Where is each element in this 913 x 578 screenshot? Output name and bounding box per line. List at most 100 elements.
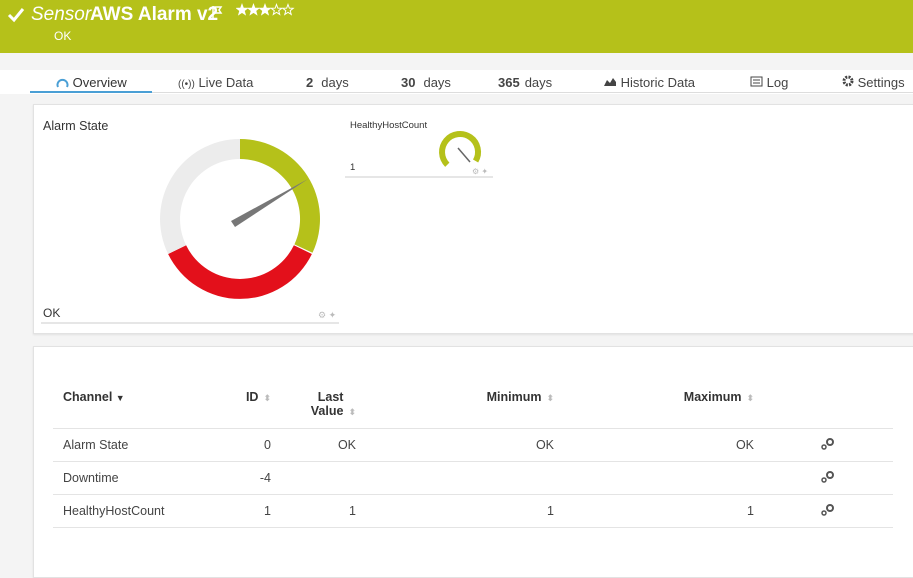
gear: [826, 503, 834, 512]
gauge-needle: [231, 179, 308, 227]
table-row: Downtime -4: [53, 461, 893, 495]
table-row: Alarm State 0 OK OK OK: [53, 428, 893, 462]
gauge-graphics: ⚙ ✦ ⚙ ✦: [41, 130, 493, 324]
gauge-value: OK: [43, 306, 61, 320]
sensor-status: OK: [54, 29, 72, 43]
tab-log[interactable]: Log: [750, 75, 788, 90]
tab-live[interactable]: ((•)) Live Data: [178, 75, 254, 90]
gauge-ok-arc: [240, 139, 320, 253]
cell-text: HealthyHostCount: [63, 504, 165, 518]
table-cell: HealthyHostCount: [53, 494, 210, 528]
gear: [821, 476, 827, 483]
table-cell: OK: [271, 428, 356, 462]
col-header[interactable]: ID ⬍: [210, 385, 271, 429]
table-cell: [554, 461, 754, 495]
table-cell: OK: [554, 428, 754, 462]
row-actions: [754, 461, 893, 495]
priority-stars[interactable]: [236, 3, 296, 17]
channel-settings-icon[interactable]: [821, 437, 835, 450]
table-cell: [271, 461, 356, 495]
cell-text: 0: [264, 438, 271, 452]
gauge-title: HealthyHostCount: [350, 120, 428, 131]
small-gauge-needle: [457, 147, 471, 163]
table-cell: [356, 461, 554, 495]
channel-settings-icon[interactable]: [821, 470, 835, 483]
cell-text: OK: [735, 438, 754, 452]
row-actions: [754, 494, 893, 528]
tab-label: days: [524, 75, 553, 90]
ok-check: [7, 8, 25, 23]
col-title: ID: [245, 390, 259, 404]
tab-number: 30: [401, 75, 416, 90]
table-header: Channel ▼ ID ⬍ Last Value ⬍ Minimum ⬍ Maxim…: [53, 385, 893, 429]
col-header[interactable]: Maximum ⬍: [554, 385, 754, 429]
col-title: Maximum: [683, 390, 742, 404]
table-cell: 1: [271, 494, 356, 528]
col-header[interactable]: Minimum ⬍: [356, 385, 554, 429]
tab-2days[interactable]: 2 days: [306, 75, 349, 90]
table-cell: 0: [210, 428, 271, 462]
tab-label: Live Data: [198, 75, 254, 90]
cell-text: Downtime: [63, 471, 119, 485]
channel-table: Channel ▼ ID ⬍ Last Value ⬍ Minimum ⬍ Maxim…: [53, 385, 893, 528]
gauge-title: Alarm State: [43, 119, 109, 133]
tab-selected-indicator: [30, 91, 152, 93]
small-gauge-arc: [439, 130, 481, 167]
priority-star: [258, 3, 272, 16]
tab-historic[interactable]: Historic Data: [603, 75, 695, 90]
priority-star: [269, 3, 284, 16]
gear: [821, 509, 827, 516]
col-header[interactable]: Last Value ⬍: [271, 385, 356, 429]
gear: [826, 437, 834, 446]
cell-text: 1: [547, 504, 554, 518]
table-cell: Downtime: [53, 461, 210, 495]
priority-star: [246, 3, 261, 16]
sensor-name: AWS Alarm v2: [90, 4, 219, 25]
col-header[interactable]: Channel ▼: [53, 385, 210, 429]
tab-label: days: [423, 75, 451, 90]
tab-365days[interactable]: 365 days: [498, 75, 552, 90]
channel-settings-icon[interactable]: [821, 503, 835, 516]
tab-label: days: [321, 75, 349, 90]
table-cell: 1: [210, 494, 271, 528]
cell-text: 1: [264, 504, 271, 518]
gauge-error-arc: [168, 245, 312, 299]
tab-divider: [30, 92, 913, 93]
gauge-value: 1: [350, 162, 356, 173]
gauge-tools[interactable]: ⚙ ✦: [472, 167, 488, 176]
table-cell: OK: [356, 428, 554, 462]
gauge-empty-arc: [160, 139, 240, 254]
sensor-kind: Sensor: [31, 4, 92, 25]
table-cell: Alarm State: [53, 428, 210, 462]
cell-text: 1: [747, 504, 754, 518]
tab-settings[interactable]: Settings: [842, 75, 905, 90]
cell-text: 1: [349, 504, 356, 518]
cell-text: OK: [337, 438, 356, 452]
priority-star: [236, 3, 249, 16]
tab-number: 365: [498, 75, 520, 90]
header: Sensor AWS Alarm v2 OK: [0, 0, 913, 53]
tab-label: Overview: [72, 75, 127, 90]
col-title: Channel: [63, 390, 113, 404]
table-cell: 1: [356, 494, 554, 528]
tab-label: Settings: [857, 75, 905, 90]
flag-icon[interactable]: [211, 5, 223, 19]
tab-overview[interactable]: Overview: [56, 75, 127, 90]
cell-text: -4: [259, 471, 271, 485]
tab-bar: Overview ((•)) Live Data 2 days 30 days 36…: [0, 70, 913, 94]
priority-star: [281, 3, 295, 16]
cell-text: Alarm State: [63, 438, 129, 452]
table-cell: -4: [210, 461, 271, 495]
table-row: HealthyHostCount 1 1 1 1: [53, 494, 893, 528]
gear: [821, 443, 827, 450]
tab-30days[interactable]: 30 days: [401, 75, 451, 90]
gauge-tools[interactable]: ⚙ ✦: [318, 310, 337, 320]
row-actions: [754, 428, 893, 462]
gear: [826, 470, 834, 479]
table-cell: 1: [554, 494, 754, 528]
tab-number: 2: [306, 75, 314, 90]
cell-text: OK: [535, 438, 554, 452]
col-title: Last Value: [310, 390, 344, 418]
tab-label: Historic Data: [620, 75, 696, 90]
